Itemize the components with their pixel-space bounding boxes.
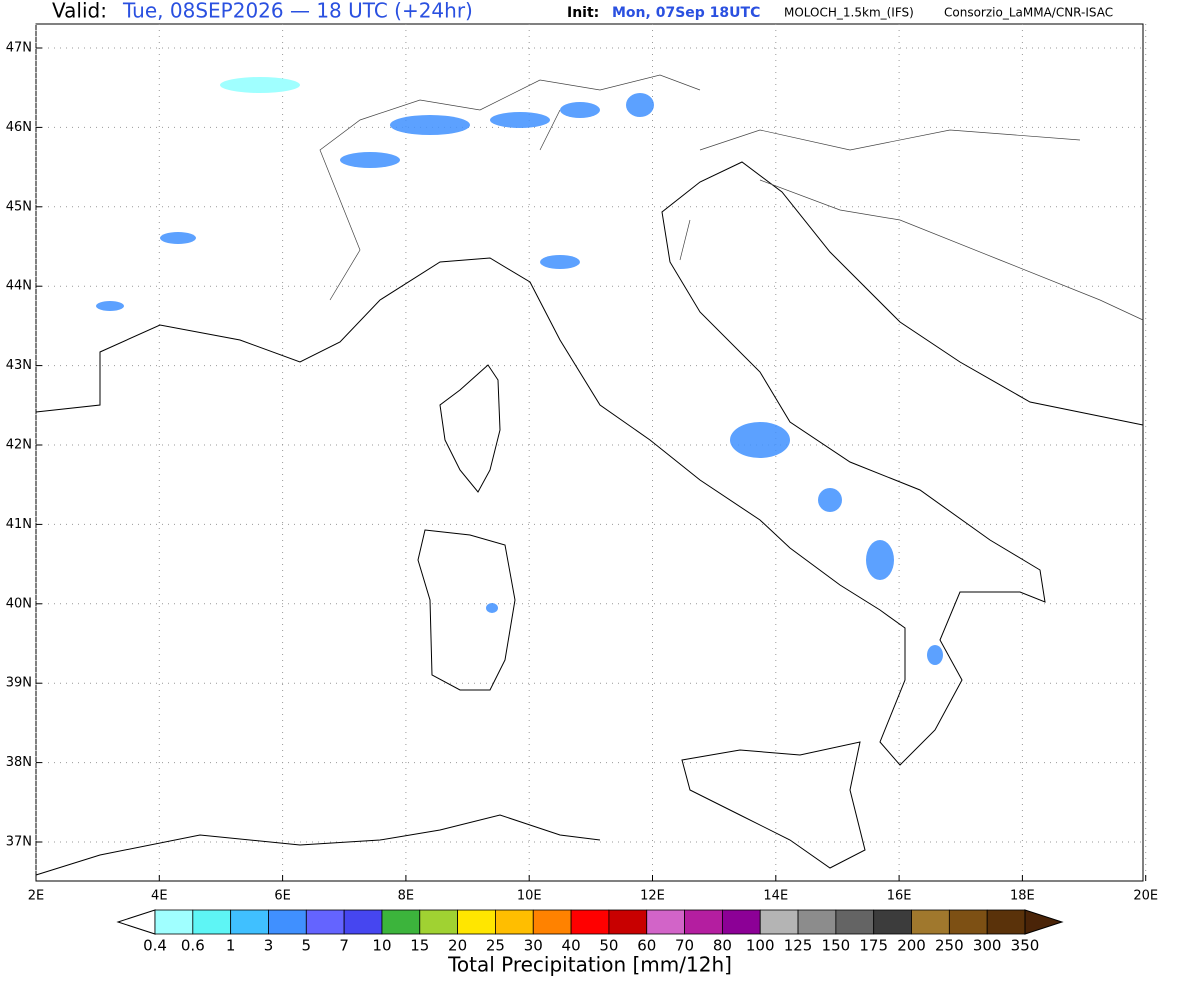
sardinia bbox=[417, 529, 516, 691]
colorbar-label: 15 bbox=[410, 937, 429, 955]
colorbar-label: 30 bbox=[524, 937, 543, 955]
lat-label: 42N bbox=[6, 438, 32, 453]
color-box bbox=[495, 909, 534, 935]
lat-label: 37N bbox=[6, 835, 32, 850]
color-box bbox=[268, 909, 307, 935]
graticule bbox=[35, 24, 1147, 881]
colorbar-title: Total Precipitation [mm/12h] bbox=[447, 953, 732, 977]
color-box bbox=[230, 909, 269, 935]
color-box bbox=[646, 909, 685, 935]
colorbar-label: 300 bbox=[973, 937, 1002, 955]
lon-label: 6E bbox=[274, 889, 291, 904]
borders bbox=[319, 74, 1144, 321]
colorbar-label: 25 bbox=[486, 937, 505, 955]
colorbar: 0.4 0.6 1 3 5 7 10 15 20 25 30 40 50 60 70 80 100 125 150 1… bbox=[116, 909, 1064, 955]
color-box bbox=[343, 909, 383, 935]
color-box bbox=[873, 909, 912, 935]
lon-label: 8E bbox=[398, 889, 415, 904]
colorbar-label: 175 bbox=[859, 937, 888, 955]
lat-label: 47N bbox=[6, 41, 32, 56]
colorbar-label: 200 bbox=[897, 937, 926, 955]
colorbar-label: 100 bbox=[746, 937, 775, 955]
colorbar-label: 50 bbox=[599, 937, 618, 955]
valid-label: Valid: bbox=[52, 0, 107, 23]
corsica bbox=[439, 364, 501, 493]
color-box bbox=[797, 909, 837, 935]
lon-label: 20E bbox=[1133, 889, 1158, 904]
colorbar-label: 3 bbox=[264, 937, 274, 955]
africa-coast bbox=[35, 814, 601, 876]
colorbar-label: 7 bbox=[339, 937, 349, 955]
colorbar-label: 20 bbox=[448, 937, 467, 955]
lat-label: 40N bbox=[6, 596, 32, 611]
lat-label: 41N bbox=[6, 517, 32, 532]
color-box bbox=[948, 909, 988, 935]
colorbar-label: 250 bbox=[935, 937, 964, 955]
map-frame bbox=[35, 23, 1144, 882]
color-box bbox=[721, 909, 761, 935]
color-box bbox=[608, 909, 648, 935]
color-box bbox=[986, 909, 1026, 935]
colorbar-label: 125 bbox=[784, 937, 813, 955]
coastline bbox=[35, 161, 1144, 766]
colorbar-label: 0.6 bbox=[181, 937, 205, 955]
lon-label: 18E bbox=[1010, 889, 1035, 904]
colorbar-label: 5 bbox=[302, 937, 312, 955]
model: MOLOCH_1.5km_(IFS) bbox=[784, 6, 914, 20]
over-arrow bbox=[1024, 909, 1064, 935]
colorbar-label: 1 bbox=[226, 937, 236, 955]
lon-label: 16E bbox=[887, 889, 912, 904]
color-box bbox=[381, 909, 421, 935]
lon-label: 2E bbox=[28, 889, 45, 904]
lon-label: 12E bbox=[640, 889, 665, 904]
colorbar-label: 70 bbox=[675, 937, 694, 955]
color-box bbox=[457, 909, 496, 935]
color-box bbox=[192, 909, 232, 935]
colorbar-label: 0.4 bbox=[143, 937, 167, 955]
lat-label: 39N bbox=[6, 676, 32, 691]
colorbar-label: 350 bbox=[1011, 937, 1040, 955]
lat-label: 43N bbox=[6, 358, 32, 373]
map: 47N 46N 45N 44N 43N 42N 41N 40N 39N 38N 37N 2E 4E 6E 8… bbox=[6, 23, 1158, 904]
color-box bbox=[759, 909, 799, 935]
color-box bbox=[305, 909, 345, 935]
color-box bbox=[911, 909, 950, 935]
color-box bbox=[835, 909, 875, 935]
valid-time: Tue, 08SEP2026 — 18 UTC (+24hr) bbox=[122, 0, 473, 23]
colorbar-label: 150 bbox=[822, 937, 851, 955]
lon-label: 10E bbox=[517, 889, 542, 904]
precipitation bbox=[96, 77, 943, 665]
colorbar-label: 80 bbox=[713, 937, 732, 955]
color-box bbox=[419, 909, 459, 935]
init-time: Mon, 07Sep 18UTC bbox=[612, 5, 760, 21]
lon-label: 4E bbox=[151, 889, 168, 904]
under-arrow bbox=[116, 909, 156, 935]
color-box bbox=[532, 909, 572, 935]
color-box bbox=[684, 909, 723, 935]
credit: Consorzio_LaMMA/CNR-ISAC bbox=[944, 6, 1113, 20]
lon-label: 14E bbox=[763, 889, 788, 904]
color-box bbox=[570, 909, 610, 935]
sicily bbox=[681, 741, 866, 869]
init-label: Init: bbox=[567, 5, 599, 21]
lat-label: 38N bbox=[6, 755, 32, 770]
lat-label: 44N bbox=[6, 279, 32, 294]
colorbar-label: 10 bbox=[372, 937, 391, 955]
lat-label: 46N bbox=[6, 120, 32, 135]
colorbar-label: 40 bbox=[562, 937, 581, 955]
colorbar-label: 60 bbox=[637, 937, 656, 955]
color-box bbox=[154, 909, 194, 935]
lat-label: 45N bbox=[6, 199, 32, 214]
